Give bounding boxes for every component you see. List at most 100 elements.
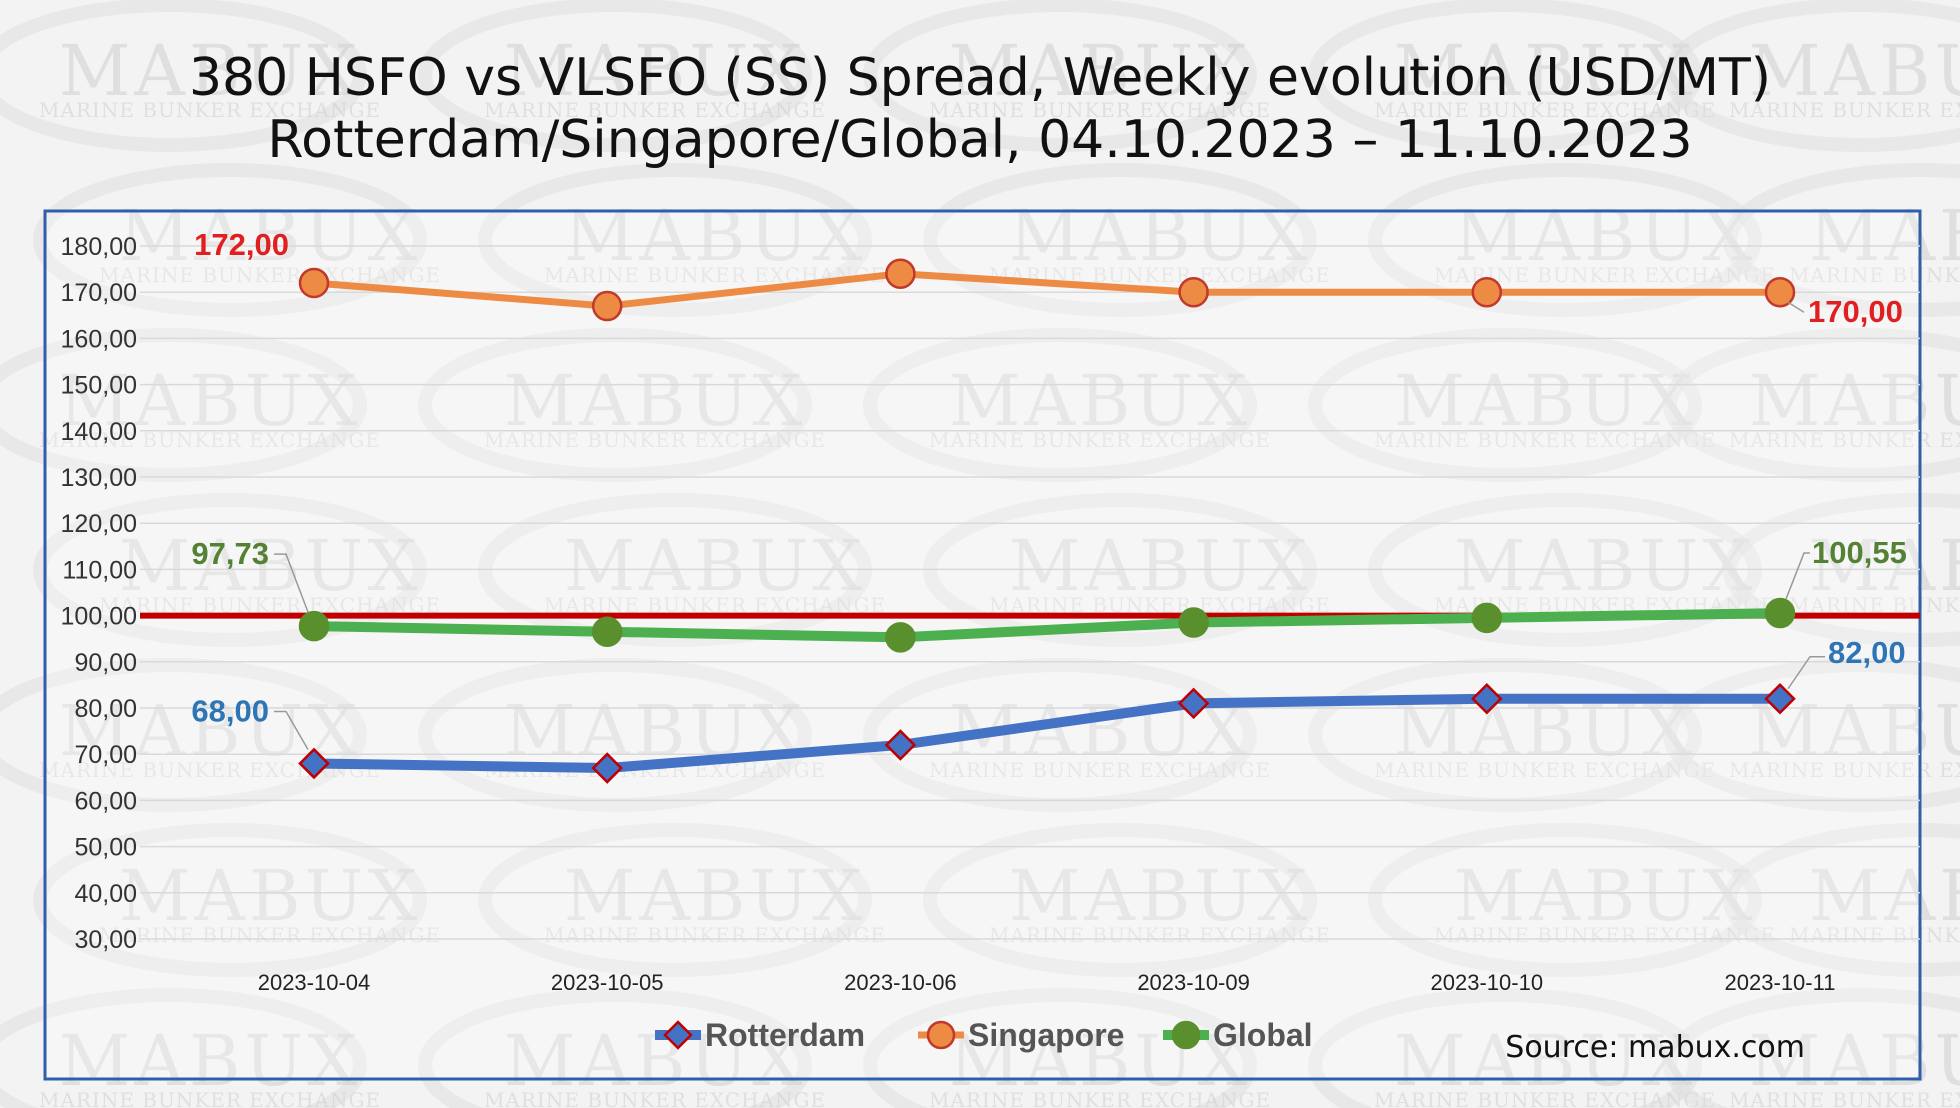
watermark-sub: MARINE BUNKER EXCHANGE bbox=[929, 1088, 1271, 1108]
chart-frame bbox=[43, 209, 1922, 1081]
watermark-swoosh bbox=[418, 658, 812, 812]
data-label-singapore: 172,00 bbox=[194, 227, 289, 262]
series-line-rotterdam bbox=[309, 693, 1785, 774]
y-tick-label: 80,00 bbox=[74, 695, 137, 723]
y-tick-label: 100,00 bbox=[61, 603, 137, 631]
watermark-swoosh bbox=[863, 328, 1257, 482]
x-tick-label: 2023-10-09 bbox=[1137, 970, 1250, 995]
watermark-brand: MABUX bbox=[1454, 855, 1757, 937]
y-tick-label: 150,00 bbox=[61, 372, 137, 400]
data-label-singapore: 170,00 bbox=[1808, 294, 1903, 329]
watermark-brand: MABUX bbox=[59, 360, 362, 442]
watermark-swoosh bbox=[923, 823, 1317, 977]
x-tick-label: 2023-10-11 bbox=[1725, 970, 1836, 995]
y-tick-label: 160,00 bbox=[61, 325, 137, 353]
marker-singapore bbox=[591, 290, 623, 322]
watermark-brand: MABUX bbox=[1394, 30, 1697, 112]
marker-singapore bbox=[298, 267, 330, 299]
watermark-swoosh bbox=[33, 163, 427, 317]
y-tick-label: 60,00 bbox=[74, 787, 137, 815]
marker-global bbox=[1764, 597, 1796, 629]
watermark-sub: MARINE BUNKER EXCHANGE bbox=[1374, 428, 1716, 452]
y-tick-label: 40,00 bbox=[74, 880, 137, 908]
watermark-sub: MARINE BUNKER EXCHANGE bbox=[989, 923, 1331, 947]
legend-marker-rotterdam bbox=[663, 1020, 693, 1050]
watermark-sub: MARINE BUNKER EXCHANGE bbox=[484, 98, 826, 122]
data-label-rotterdam: 82,00 bbox=[1828, 635, 1906, 670]
watermark-swoosh bbox=[33, 823, 427, 977]
watermark-brand: MABUX bbox=[119, 195, 422, 277]
watermark-swoosh bbox=[1308, 988, 1702, 1108]
watermark-sub: MARINE BUNKER EXCHANGE bbox=[39, 1088, 381, 1108]
watermark-sub: MARINE BUNKER EXCHANGE bbox=[929, 98, 1271, 122]
legend-label-rotterdam: Rotterdam bbox=[705, 1017, 865, 1053]
watermark-swoosh bbox=[1663, 658, 1960, 812]
watermark-brand: MABUX bbox=[1009, 195, 1312, 277]
watermark-sub: MARINE BUNKER EXCHANGE bbox=[99, 263, 441, 287]
watermark-swoosh bbox=[1368, 163, 1762, 317]
annotation-leader bbox=[1787, 301, 1805, 313]
y-tick-label: 140,00 bbox=[61, 418, 137, 446]
watermark-brand: MABUX bbox=[1454, 195, 1757, 277]
watermark-brand: MABUX bbox=[59, 30, 362, 112]
marker-global bbox=[1471, 602, 1503, 634]
watermark-swoosh bbox=[478, 163, 872, 317]
watermark-swoosh bbox=[1308, 0, 1702, 152]
marker-global bbox=[591, 616, 623, 648]
watermark-brand: MABUX bbox=[1749, 1020, 1960, 1102]
y-tick-label: 90,00 bbox=[74, 649, 137, 677]
chart-subtitle: Rotterdam/Singapore/Global, 04.10.2023 –… bbox=[267, 110, 1693, 170]
y-tick-label: 170,00 bbox=[61, 279, 137, 307]
watermark-brand: MABUX bbox=[119, 525, 422, 607]
y-tick-label: 110,00 bbox=[62, 556, 137, 584]
watermark-sub: MARINE BUNKER EXCHANGE bbox=[544, 923, 886, 947]
watermark-brand: MABUX bbox=[1809, 525, 1960, 607]
watermark-swoosh bbox=[863, 988, 1257, 1108]
watermark-swoosh bbox=[418, 0, 812, 152]
watermark-sub: MARINE BUNKER EXCHANGE bbox=[484, 1088, 826, 1108]
watermark-sub: MARINE BUNKER EXCHANGE bbox=[39, 98, 381, 122]
watermark-swoosh bbox=[1663, 0, 1960, 152]
watermark-sub: MARINE BUNKER EXCHANGE bbox=[1789, 263, 1960, 287]
watermark-brand: MABUX bbox=[59, 1020, 362, 1102]
watermark-sub: MARINE BUNKER EXCHANGE bbox=[99, 923, 441, 947]
watermark-swoosh bbox=[1368, 823, 1762, 977]
watermark-swoosh bbox=[418, 328, 812, 482]
y-tick-label: 50,00 bbox=[74, 834, 137, 862]
marker-singapore bbox=[1764, 276, 1796, 308]
watermark-swoosh bbox=[478, 823, 872, 977]
watermark-swoosh bbox=[1308, 658, 1702, 812]
y-tick-label: 70,00 bbox=[74, 741, 137, 769]
x-tick-label: 2023-10-04 bbox=[258, 970, 371, 995]
watermark-swoosh bbox=[0, 328, 367, 482]
watermark-brand: MABUX bbox=[504, 30, 807, 112]
watermark-swoosh bbox=[0, 0, 367, 152]
annotation-leader bbox=[274, 553, 309, 613]
watermark-sub: MARINE BUNKER EXCHANGE bbox=[1374, 1088, 1716, 1108]
watermark-brand: MABUX bbox=[1809, 195, 1960, 277]
marker-rotterdam bbox=[1177, 687, 1210, 720]
source-label: Source: mabux.com bbox=[1505, 1030, 1805, 1065]
watermark-swoosh bbox=[863, 658, 1257, 812]
watermark-brand: MABUX bbox=[504, 1020, 807, 1102]
watermark-sub: MARINE BUNKER EXCHANGE bbox=[929, 428, 1271, 452]
watermark-swoosh bbox=[0, 658, 367, 812]
y-tick-label: 120,00 bbox=[61, 510, 137, 538]
y-tick-label: 130,00 bbox=[61, 464, 137, 492]
series-line-global bbox=[309, 608, 1785, 643]
marker-global bbox=[298, 610, 330, 642]
marker-global bbox=[1178, 607, 1209, 638]
watermark-sub: MARINE BUNKER EXCHANGE bbox=[39, 428, 381, 452]
marker-singapore bbox=[1471, 276, 1503, 308]
data-label-global: 97,73 bbox=[191, 536, 269, 571]
watermark-swoosh bbox=[0, 988, 367, 1108]
marker-rotterdam bbox=[884, 729, 917, 761]
watermark-sub: MARINE BUNKER EXCHANGE bbox=[1729, 98, 1960, 122]
watermark-swoosh bbox=[923, 163, 1317, 317]
watermark-sub: MARINE BUNKER EXCHANGE bbox=[1434, 923, 1776, 947]
marker-singapore bbox=[1178, 276, 1209, 308]
watermark-swoosh bbox=[418, 988, 812, 1108]
watermark-sub: MARINE BUNKER EXCHANGE bbox=[1789, 923, 1960, 947]
watermark-sub: MARINE BUNKER EXCHANGE bbox=[1729, 1088, 1960, 1108]
